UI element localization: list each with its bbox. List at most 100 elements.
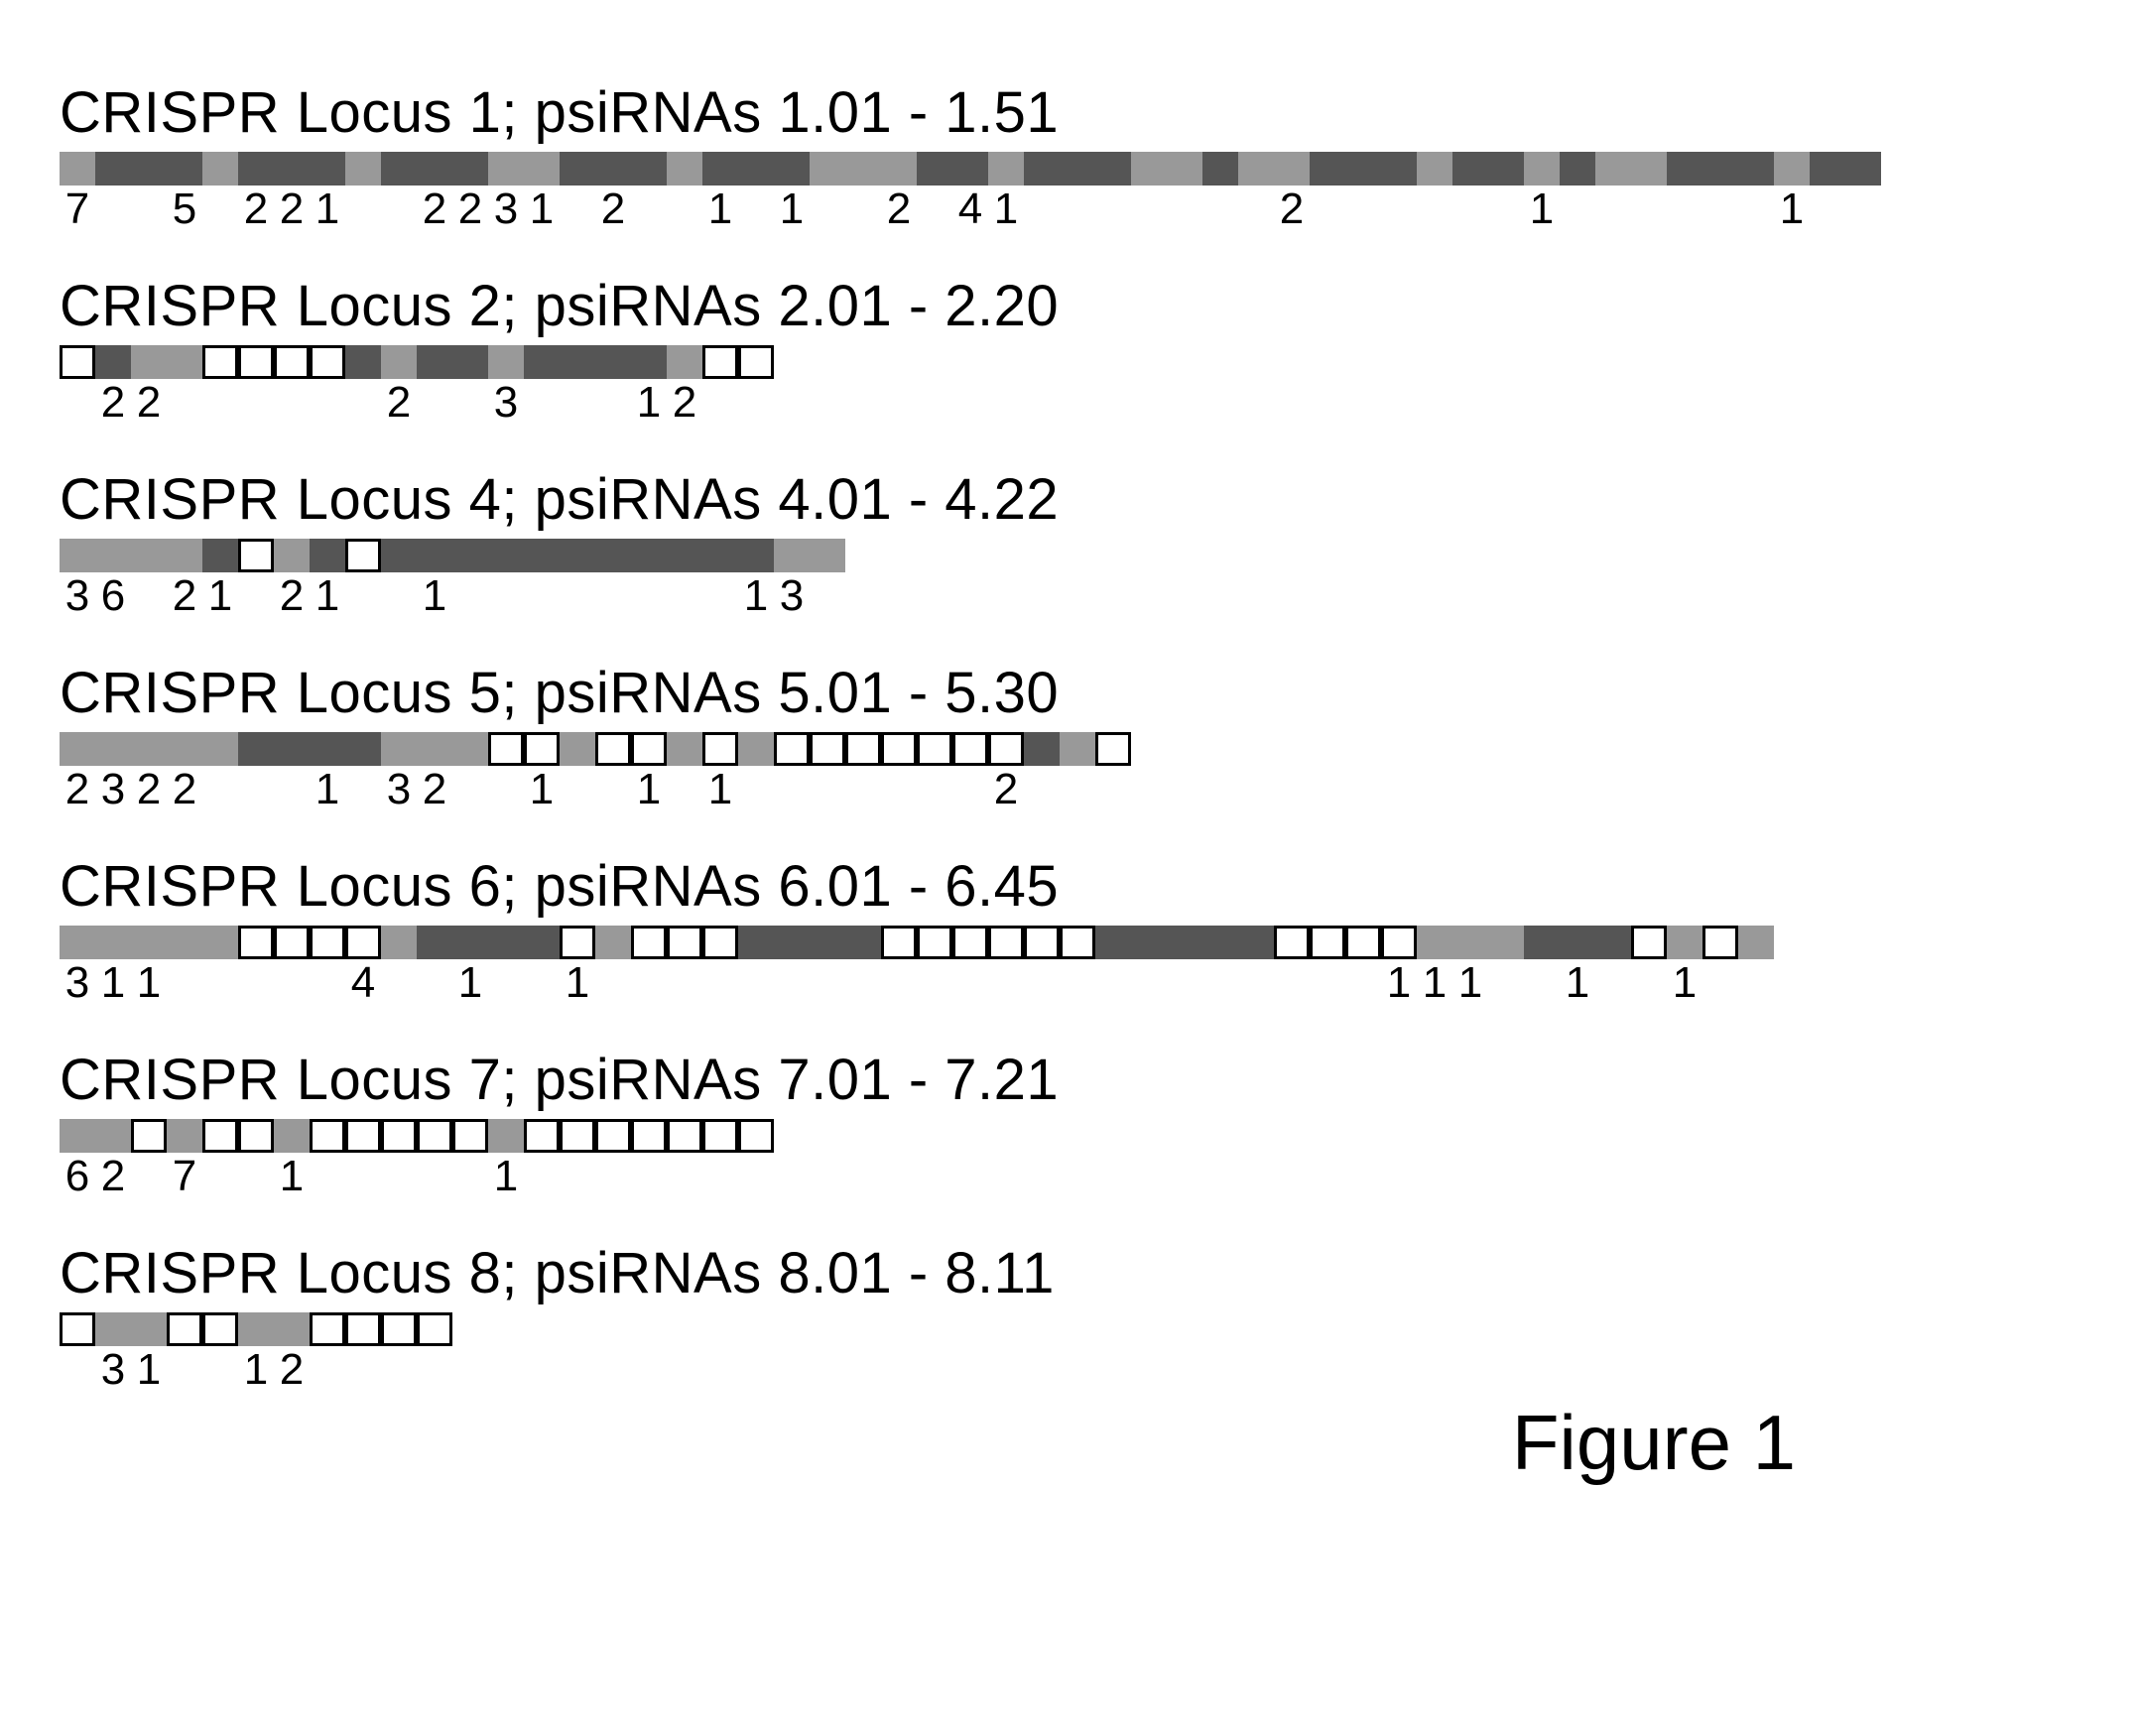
num-cell (810, 187, 845, 231)
num-cell (345, 187, 381, 231)
num-cell: 2 (167, 768, 202, 811)
spacer-cell (1452, 152, 1488, 186)
num-cell: 1 (702, 187, 738, 231)
spacer-cell (988, 152, 1024, 186)
num-cell (1095, 961, 1131, 1005)
num-cell (738, 381, 774, 425)
num-cell (167, 1348, 202, 1392)
spacer-cell (917, 732, 952, 766)
spacer-cell (60, 539, 95, 572)
spacer-cell (202, 732, 238, 766)
spacer-cell (917, 152, 952, 186)
spacer-cell (595, 345, 631, 379)
spacer-cell (1738, 926, 1774, 959)
spacer-cell (345, 345, 381, 379)
locus-track (60, 1119, 2083, 1153)
spacer-cell (1631, 926, 1667, 959)
spacer-cell (1274, 152, 1310, 186)
num-cell (1202, 187, 1238, 231)
num-cell (167, 381, 202, 425)
num-cell (952, 961, 988, 1005)
spacer-cell (131, 732, 167, 766)
num-cell (738, 961, 774, 1005)
spacer-cell (310, 1119, 345, 1153)
num-cell (1702, 187, 1738, 231)
spacer-cell (1131, 152, 1167, 186)
spacer-cell (738, 539, 774, 572)
spacer-cell (167, 732, 202, 766)
locus-numbers: 36 21 21 1 13 (60, 574, 2083, 618)
locus-title: CRISPR Locus 8; psiRNAs 8.01 - 8.11 (60, 1240, 2083, 1306)
spacer-cell (1381, 152, 1417, 186)
spacer-cell (1631, 152, 1667, 186)
num-cell: 2 (274, 574, 310, 618)
spacer-cell (60, 1119, 95, 1153)
num-cell (1595, 187, 1631, 231)
locus-title: CRISPR Locus 2; psiRNAs 2.01 - 2.20 (60, 273, 2083, 339)
figure-caption: Figure 1 (1512, 1398, 1796, 1488)
num-cell: 2 (595, 187, 631, 231)
num-cell (238, 574, 274, 618)
num-cell (1024, 768, 1060, 811)
num-cell (488, 768, 524, 811)
spacer-cell (524, 732, 560, 766)
num-cell: 1 (310, 187, 345, 231)
locus-block: CRISPR Locus 6; psiRNAs 6.01 - 6.45311 4… (60, 853, 2083, 1005)
num-cell (488, 961, 524, 1005)
num-cell (845, 961, 881, 1005)
spacer-cell (310, 926, 345, 959)
spacer-cell (1595, 152, 1631, 186)
spacer-cell (988, 732, 1024, 766)
num-cell: 4 (952, 187, 988, 231)
num-cell (1310, 187, 1345, 231)
num-cell: 1 (524, 768, 560, 811)
num-cell (702, 381, 738, 425)
spacer-cell (560, 345, 595, 379)
num-cell: 3 (95, 1348, 131, 1392)
locus-title: CRISPR Locus 5; psiRNAs 5.01 - 5.30 (60, 660, 2083, 726)
spacer-cell (524, 926, 560, 959)
spacer-cell (560, 732, 595, 766)
num-cell (488, 574, 524, 618)
num-cell (345, 574, 381, 618)
spacer-cell (1381, 926, 1417, 959)
num-cell: 3 (488, 187, 524, 231)
num-cell: 2 (131, 381, 167, 425)
num-cell (667, 574, 702, 618)
spacer-cell (310, 345, 345, 379)
spacer-cell (1095, 926, 1131, 959)
spacer-cell (488, 345, 524, 379)
spacer-cell (1417, 926, 1452, 959)
spacer-cell (60, 926, 95, 959)
num-cell (238, 381, 274, 425)
spacer-cell (274, 539, 310, 572)
locus-block: CRISPR Locus 5; psiRNAs 5.01 - 5.302322 … (60, 660, 2083, 811)
locus-numbers: 22 2 3 12 (60, 381, 2083, 425)
num-cell: 2 (131, 768, 167, 811)
spacer-cell (524, 152, 560, 186)
spacer-cell (560, 152, 595, 186)
num-cell (1810, 187, 1845, 231)
spacer-cell (310, 732, 345, 766)
num-cell: 3 (774, 574, 810, 618)
spacer-cell (1488, 152, 1524, 186)
num-cell: 5 (167, 187, 202, 231)
num-cell (524, 961, 560, 1005)
num-cell (1131, 961, 1167, 1005)
num-cell (917, 187, 952, 231)
spacer-cell (881, 152, 917, 186)
spacer-cell (167, 926, 202, 959)
locus-track (60, 152, 2083, 186)
spacer-cell (488, 539, 524, 572)
num-cell: 1 (1774, 187, 1810, 231)
spacer-cell (631, 152, 667, 186)
spacer-cell (95, 539, 131, 572)
spacer-cell (1560, 926, 1595, 959)
spacer-cell (60, 152, 95, 186)
num-cell (1702, 961, 1738, 1005)
spacer-cell (702, 152, 738, 186)
num-cell: 1 (310, 574, 345, 618)
num-cell (167, 961, 202, 1005)
spacer-cell (524, 1119, 560, 1153)
spacer-cell (60, 732, 95, 766)
